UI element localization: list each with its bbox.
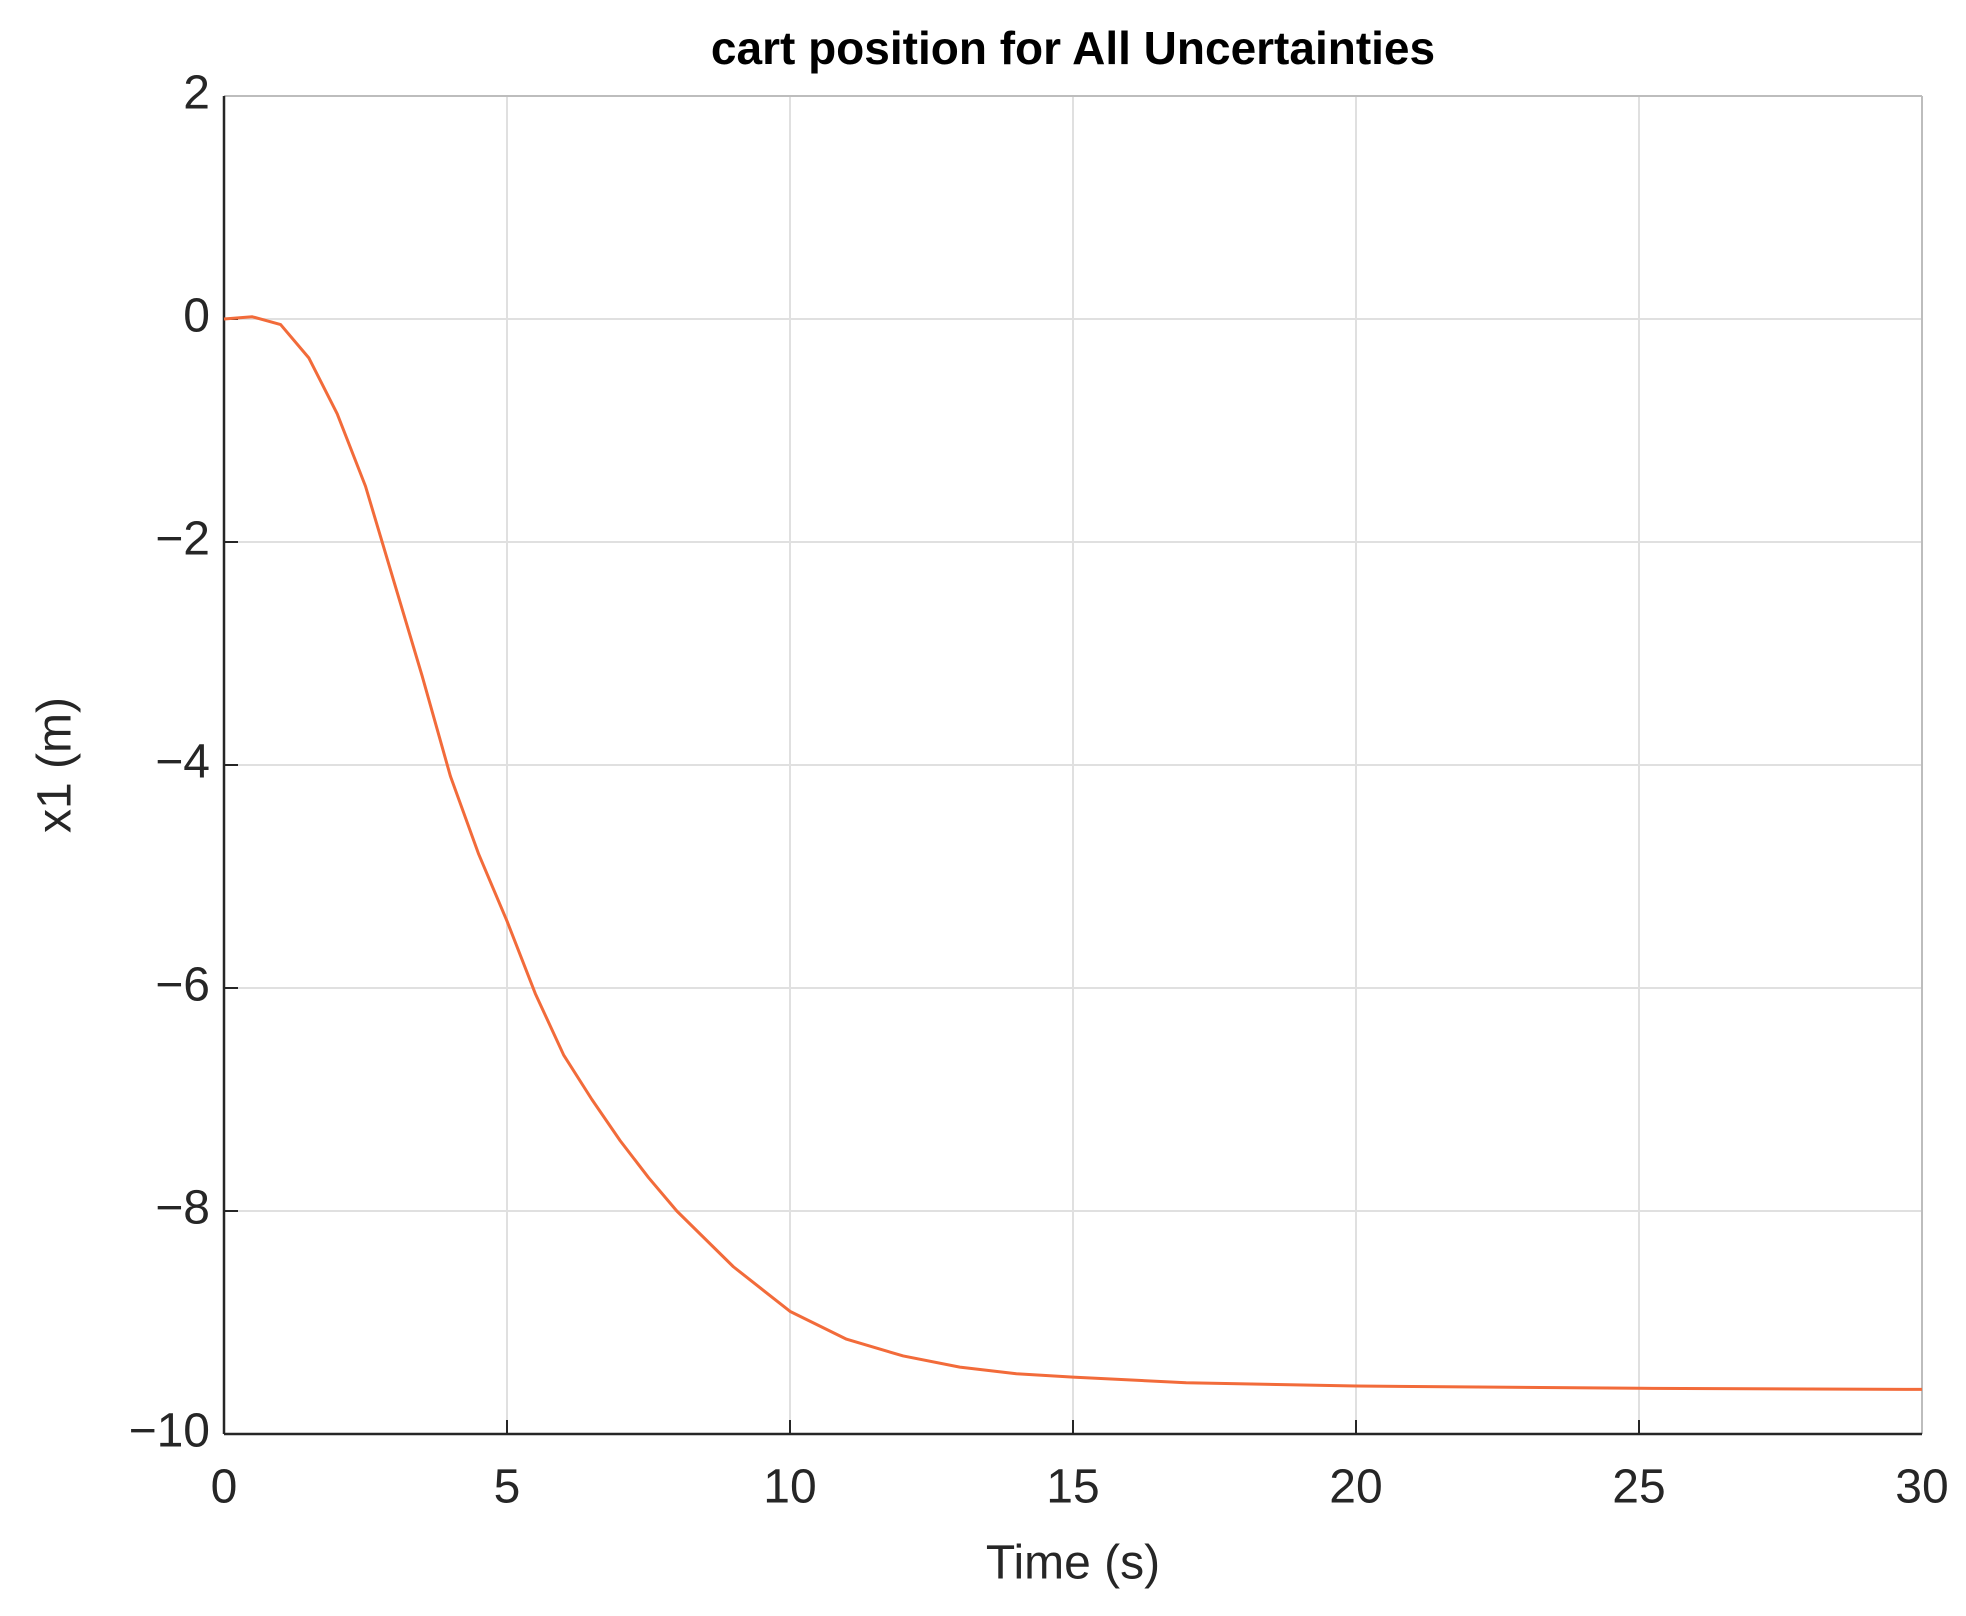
y-axis-label: x1 (m) [29, 697, 82, 833]
x-tick-label: 15 [1046, 1461, 1099, 1514]
x-tick-label: 25 [1612, 1461, 1665, 1514]
x-tick-label: 0 [211, 1461, 238, 1514]
x-tick-label: 20 [1329, 1461, 1382, 1514]
y-tick-label: −4 [155, 736, 210, 789]
x-tick-label: 10 [763, 1461, 816, 1514]
data-line [223, 315, 1923, 1391]
x-axis-label: Time (s) [986, 1537, 1160, 1590]
y-tick-label: −8 [155, 1182, 210, 1235]
y-tick-label: −6 [155, 959, 210, 1012]
y-tick-label: −10 [129, 1405, 210, 1458]
x-tick-label: 5 [494, 1461, 521, 1514]
y-tick-label: 2 [183, 67, 210, 120]
x-tick-label: 30 [1895, 1461, 1948, 1514]
y-tick-label: 0 [183, 290, 210, 343]
chart-title: cart position for All Uncertainties [711, 22, 1435, 74]
y-tick-label: −2 [155, 513, 210, 566]
